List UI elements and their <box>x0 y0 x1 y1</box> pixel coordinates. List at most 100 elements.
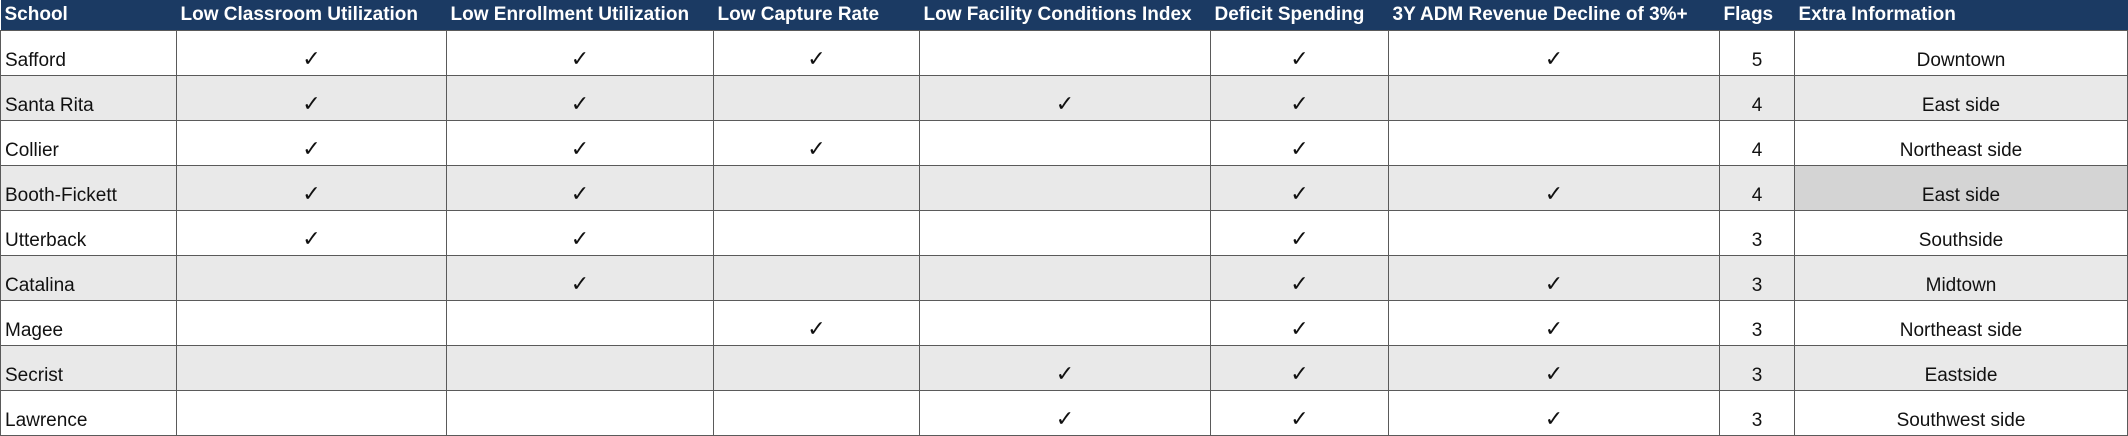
checkmark-icon: ✓ <box>1544 315 1564 341</box>
header-deficit-spending: Deficit Spending <box>1210 0 1389 30</box>
adm-revenue-decline-cell: ✓ <box>1388 29 1720 76</box>
low-classroom-utilization-cell: ✓ <box>176 29 447 76</box>
low-classroom-utilization-cell: ✓ <box>176 209 447 256</box>
low-classroom-utilization-cell <box>176 389 447 436</box>
low-classroom-utilization-cell <box>176 299 447 346</box>
adm-revenue-decline-cell: ✓ <box>1388 254 1720 301</box>
school-name-cell: Catalina <box>0 254 177 301</box>
low-enrollment-utilization-cell: ✓ <box>446 74 714 121</box>
table-row: Lawrence ✓ ✓ ✓ 3 Southwest side <box>0 389 2128 436</box>
low-facility-conditions-index-cell <box>919 164 1211 211</box>
low-facility-conditions-index-cell <box>919 299 1211 346</box>
adm-revenue-decline-cell: ✓ <box>1388 299 1720 346</box>
table-row: Utterback ✓ ✓ ✓ 3 Southside <box>0 209 2128 256</box>
table-row: Santa Rita ✓ ✓ ✓ ✓ 4 East side <box>0 74 2128 121</box>
checkmark-icon: ✓ <box>302 45 321 71</box>
extra-information-cell: East side <box>1794 74 2128 121</box>
low-capture-rate-cell <box>713 164 920 211</box>
deficit-spending-cell: ✓ <box>1210 299 1389 346</box>
header-flags: Flags <box>1719 0 1795 30</box>
low-facility-conditions-index-cell <box>919 209 1211 256</box>
deficit-spending-cell: ✓ <box>1210 29 1389 76</box>
header-row: School Low Classroom Utilization Low Enr… <box>0 0 2128 30</box>
extra-information-cell: East side <box>1794 164 2128 211</box>
checkmark-icon: ✓ <box>570 45 590 71</box>
extra-information-cell: Southwest side <box>1794 389 2128 436</box>
deficit-spending-cell: ✓ <box>1210 164 1389 211</box>
checkmark-icon: ✓ <box>1290 45 1309 71</box>
table-row: Booth-Fickett ✓ ✓ ✓ ✓ 4 East side <box>0 164 2128 211</box>
checkmark-icon: ✓ <box>570 135 590 161</box>
flags-count-cell: 4 <box>1719 164 1795 211</box>
extra-information-cell: Northeast side <box>1794 299 2128 346</box>
low-classroom-utilization-cell: ✓ <box>176 164 447 211</box>
deficit-spending-cell: ✓ <box>1210 254 1389 301</box>
checkmark-icon: ✓ <box>570 270 590 296</box>
table-row: Magee ✓ ✓ ✓ 3 Northeast side <box>0 299 2128 346</box>
flags-count-cell: 4 <box>1719 74 1795 121</box>
school-name-cell: Safford <box>0 29 177 76</box>
school-name-cell: Secrist <box>0 344 177 391</box>
low-facility-conditions-index-cell: ✓ <box>919 74 1211 121</box>
table-row: Safford ✓ ✓ ✓ ✓ ✓ 5 Downtown <box>0 29 2128 76</box>
flags-count-cell: 5 <box>1719 29 1795 76</box>
extra-information-cell: Southside <box>1794 209 2128 256</box>
low-enrollment-utilization-cell: ✓ <box>446 119 714 166</box>
header-extra-information: Extra Information <box>1794 0 2128 30</box>
checkmark-icon: ✓ <box>302 135 321 161</box>
deficit-spending-cell: ✓ <box>1210 74 1389 121</box>
extra-information-cell: Eastside <box>1794 344 2128 391</box>
school-name-cell: Utterback <box>0 209 177 256</box>
low-capture-rate-cell: ✓ <box>713 299 920 346</box>
header-low-facility-conditions-index: Low Facility Conditions Index <box>919 0 1211 30</box>
table-row: Secrist ✓ ✓ ✓ 3 Eastside <box>0 344 2128 391</box>
low-capture-rate-cell <box>713 74 920 121</box>
adm-revenue-decline-cell <box>1388 119 1720 166</box>
adm-revenue-decline-cell <box>1388 74 1720 121</box>
flags-count-cell: 3 <box>1719 389 1795 436</box>
checkmark-icon: ✓ <box>302 225 321 251</box>
header-low-classroom-utilization: Low Classroom Utilization <box>176 0 447 30</box>
extra-information-cell: Midtown <box>1794 254 2128 301</box>
flags-count-cell: 3 <box>1719 344 1795 391</box>
low-capture-rate-cell: ✓ <box>713 119 920 166</box>
adm-revenue-decline-cell: ✓ <box>1388 389 1720 436</box>
flags-count-cell: 3 <box>1719 254 1795 301</box>
low-enrollment-utilization-cell <box>446 344 714 391</box>
school-name-cell: Booth-Fickett <box>0 164 177 211</box>
checkmark-icon: ✓ <box>1290 270 1309 296</box>
extra-information-cell: Downtown <box>1794 29 2128 76</box>
low-enrollment-utilization-cell <box>446 299 714 346</box>
low-facility-conditions-index-cell: ✓ <box>919 389 1211 436</box>
adm-revenue-decline-cell <box>1388 209 1720 256</box>
low-facility-conditions-index-cell <box>919 29 1211 76</box>
low-capture-rate-cell: ✓ <box>713 29 920 76</box>
table-body: Safford ✓ ✓ ✓ ✓ ✓ 5 Downtown Santa Rita ✓ ✓ ✓ ✓ 4 East… <box>0 29 2128 436</box>
checkmark-icon: ✓ <box>807 315 826 341</box>
low-capture-rate-cell <box>713 389 920 436</box>
checkmark-icon: ✓ <box>807 135 826 161</box>
school-name-cell: Collier <box>0 119 177 166</box>
header-low-capture-rate: Low Capture Rate <box>713 0 920 30</box>
extra-information-cell: Northeast side <box>1794 119 2128 166</box>
low-enrollment-utilization-cell: ✓ <box>446 254 714 301</box>
checkmark-icon: ✓ <box>1055 405 1075 431</box>
low-classroom-utilization-cell: ✓ <box>176 119 447 166</box>
header-school: School <box>0 0 177 30</box>
school-name-cell: Magee <box>0 299 177 346</box>
checkmark-icon: ✓ <box>1544 360 1564 386</box>
low-enrollment-utilization-cell <box>446 389 714 436</box>
low-facility-conditions-index-cell: ✓ <box>919 344 1211 391</box>
checkmark-icon: ✓ <box>807 45 826 71</box>
checkmark-icon: ✓ <box>302 180 321 206</box>
checkmark-icon: ✓ <box>570 90 590 116</box>
school-name-cell: Santa Rita <box>0 74 177 121</box>
checkmark-icon: ✓ <box>1290 360 1309 386</box>
deficit-spending-cell: ✓ <box>1210 119 1389 166</box>
flags-count-cell: 4 <box>1719 119 1795 166</box>
flags-count-cell: 3 <box>1719 209 1795 256</box>
checkmark-icon: ✓ <box>1290 135 1309 161</box>
low-facility-conditions-index-cell <box>919 254 1211 301</box>
deficit-spending-cell: ✓ <box>1210 209 1389 256</box>
